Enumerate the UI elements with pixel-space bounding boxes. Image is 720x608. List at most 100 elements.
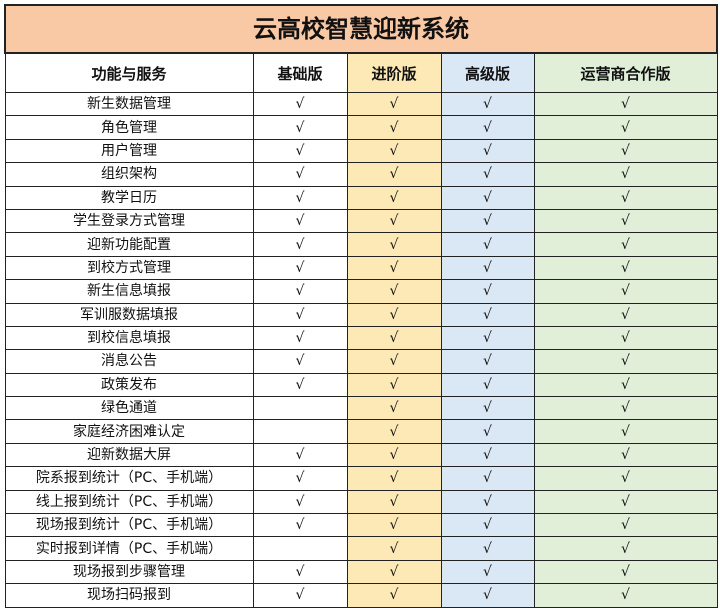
check-operator: √ [533, 513, 718, 538]
table-title: 云高校智慧迎新系统 [3, 4, 719, 54]
table-row: 实时报到详情（PC、手机端） √ √ √ [4, 536, 718, 561]
check-basic: √ [252, 325, 348, 351]
feature-name: 院系报到统计（PC、手机端） [4, 466, 254, 491]
check-operator: √ [533, 185, 718, 210]
feature-name: 线上报到统计（PC、手机端） [4, 489, 254, 515]
check-advanced: √ [346, 162, 442, 187]
table-body: 新生数据管理 √ √ √ √ 角色管理 √ √ √ √ 用户管理 √ √ √ √ 组织架构 √ √ √ √ 教学日历 √ √… [4, 91, 718, 608]
check-advanced: √ [346, 325, 442, 351]
check-advanced: √ [346, 232, 442, 257]
check-basic: √ [252, 279, 348, 304]
table-row: 角色管理 √ √ √ √ [4, 115, 718, 140]
check-premium: √ [440, 91, 535, 117]
table-row: 到校信息填报 √ √ √ √ [4, 325, 718, 351]
table-row: 迎新功能配置 √ √ √ √ [4, 232, 718, 257]
check-advanced: √ [346, 442, 442, 468]
check-operator: √ [533, 372, 718, 398]
feature-name: 现场扫码报到 [4, 583, 254, 608]
header-advanced: 进阶版 [346, 52, 442, 93]
check-basic: √ [252, 372, 348, 398]
table-row: 新生信息填报 √ √ √ √ [4, 279, 718, 304]
check-operator: √ [533, 583, 718, 608]
check-operator: √ [533, 325, 718, 351]
check-basic: √ [252, 513, 348, 538]
feature-name: 用户管理 [4, 138, 254, 164]
table-row: 线上报到统计（PC、手机端） √ √ √ √ [4, 489, 718, 515]
check-advanced: √ [346, 466, 442, 491]
check-basic: √ [252, 208, 348, 234]
feature-name: 教学日历 [4, 185, 254, 210]
table-row: 现场扫码报到 √ √ √ √ [4, 583, 718, 608]
feature-name: 新生信息填报 [4, 279, 254, 304]
check-basic: √ [252, 138, 348, 164]
check-premium: √ [440, 372, 535, 398]
check-operator: √ [533, 232, 718, 257]
check-basic [252, 419, 348, 444]
check-premium: √ [440, 396, 535, 421]
table-row: 军训服数据填报 √ √ √ √ [4, 302, 718, 327]
feature-name: 角色管理 [4, 115, 254, 140]
check-premium: √ [440, 559, 535, 585]
check-premium: √ [440, 302, 535, 327]
check-basic: √ [252, 559, 348, 585]
check-premium: √ [440, 325, 535, 351]
feature-name: 组织架构 [4, 162, 254, 187]
check-advanced: √ [346, 185, 442, 210]
check-premium: √ [440, 442, 535, 468]
feature-name: 到校方式管理 [4, 255, 254, 281]
check-basic: √ [252, 466, 348, 491]
header-basic: 基础版 [252, 52, 348, 93]
check-basic: √ [252, 115, 348, 140]
feature-name: 到校信息填报 [4, 325, 254, 351]
table-row: 迎新数据大屏 √ √ √ √ [4, 442, 718, 468]
check-operator: √ [533, 419, 718, 444]
check-premium: √ [440, 489, 535, 515]
check-premium: √ [440, 279, 535, 304]
check-advanced: √ [346, 138, 442, 164]
check-basic: √ [252, 255, 348, 281]
feature-name: 消息公告 [4, 349, 254, 374]
feature-comparison-table-container: 云高校智慧迎新系统 功能与服务 基础版 进阶版 高级版 运营商合作版 新生数据管… [3, 4, 719, 608]
check-operator: √ [533, 349, 718, 374]
check-basic: √ [252, 489, 348, 515]
check-premium: √ [440, 138, 535, 164]
table-row: 到校方式管理 √ √ √ √ [4, 255, 718, 281]
check-operator: √ [533, 559, 718, 585]
check-advanced: √ [346, 279, 442, 304]
check-operator: √ [533, 91, 718, 117]
table-row: 组织架构 √ √ √ √ [4, 162, 718, 187]
check-advanced: √ [346, 349, 442, 374]
feature-name: 迎新数据大屏 [4, 442, 254, 468]
header-feature: 功能与服务 [4, 52, 254, 93]
check-basic: √ [252, 349, 348, 374]
check-advanced: √ [346, 372, 442, 398]
check-basic: √ [252, 185, 348, 210]
check-basic: √ [252, 302, 348, 327]
check-premium: √ [440, 255, 535, 281]
check-premium: √ [440, 536, 535, 561]
feature-name: 现场报到统计（PC、手机端） [4, 513, 254, 538]
check-basic: √ [252, 91, 348, 117]
header-premium: 高级版 [440, 52, 535, 93]
table-row: 绿色通道 √ √ √ [4, 396, 718, 421]
feature-name: 政策发布 [4, 372, 254, 398]
check-operator: √ [533, 162, 718, 187]
check-premium: √ [440, 208, 535, 234]
check-advanced: √ [346, 208, 442, 234]
check-premium: √ [440, 349, 535, 374]
check-advanced: √ [346, 91, 442, 117]
header-row: 功能与服务 基础版 进阶版 高级版 运营商合作版 [4, 52, 718, 93]
check-advanced: √ [346, 115, 442, 140]
check-premium: √ [440, 185, 535, 210]
check-premium: √ [440, 419, 535, 444]
feature-name: 实时报到详情（PC、手机端） [4, 536, 254, 561]
check-basic: √ [252, 162, 348, 187]
check-operator: √ [533, 489, 718, 515]
check-advanced: √ [346, 255, 442, 281]
feature-name: 绿色通道 [4, 396, 254, 421]
check-operator: √ [533, 396, 718, 421]
check-operator: √ [533, 138, 718, 164]
table-row: 现场报到步骤管理 √ √ √ √ [4, 559, 718, 585]
check-advanced: √ [346, 536, 442, 561]
check-basic: √ [252, 583, 348, 608]
